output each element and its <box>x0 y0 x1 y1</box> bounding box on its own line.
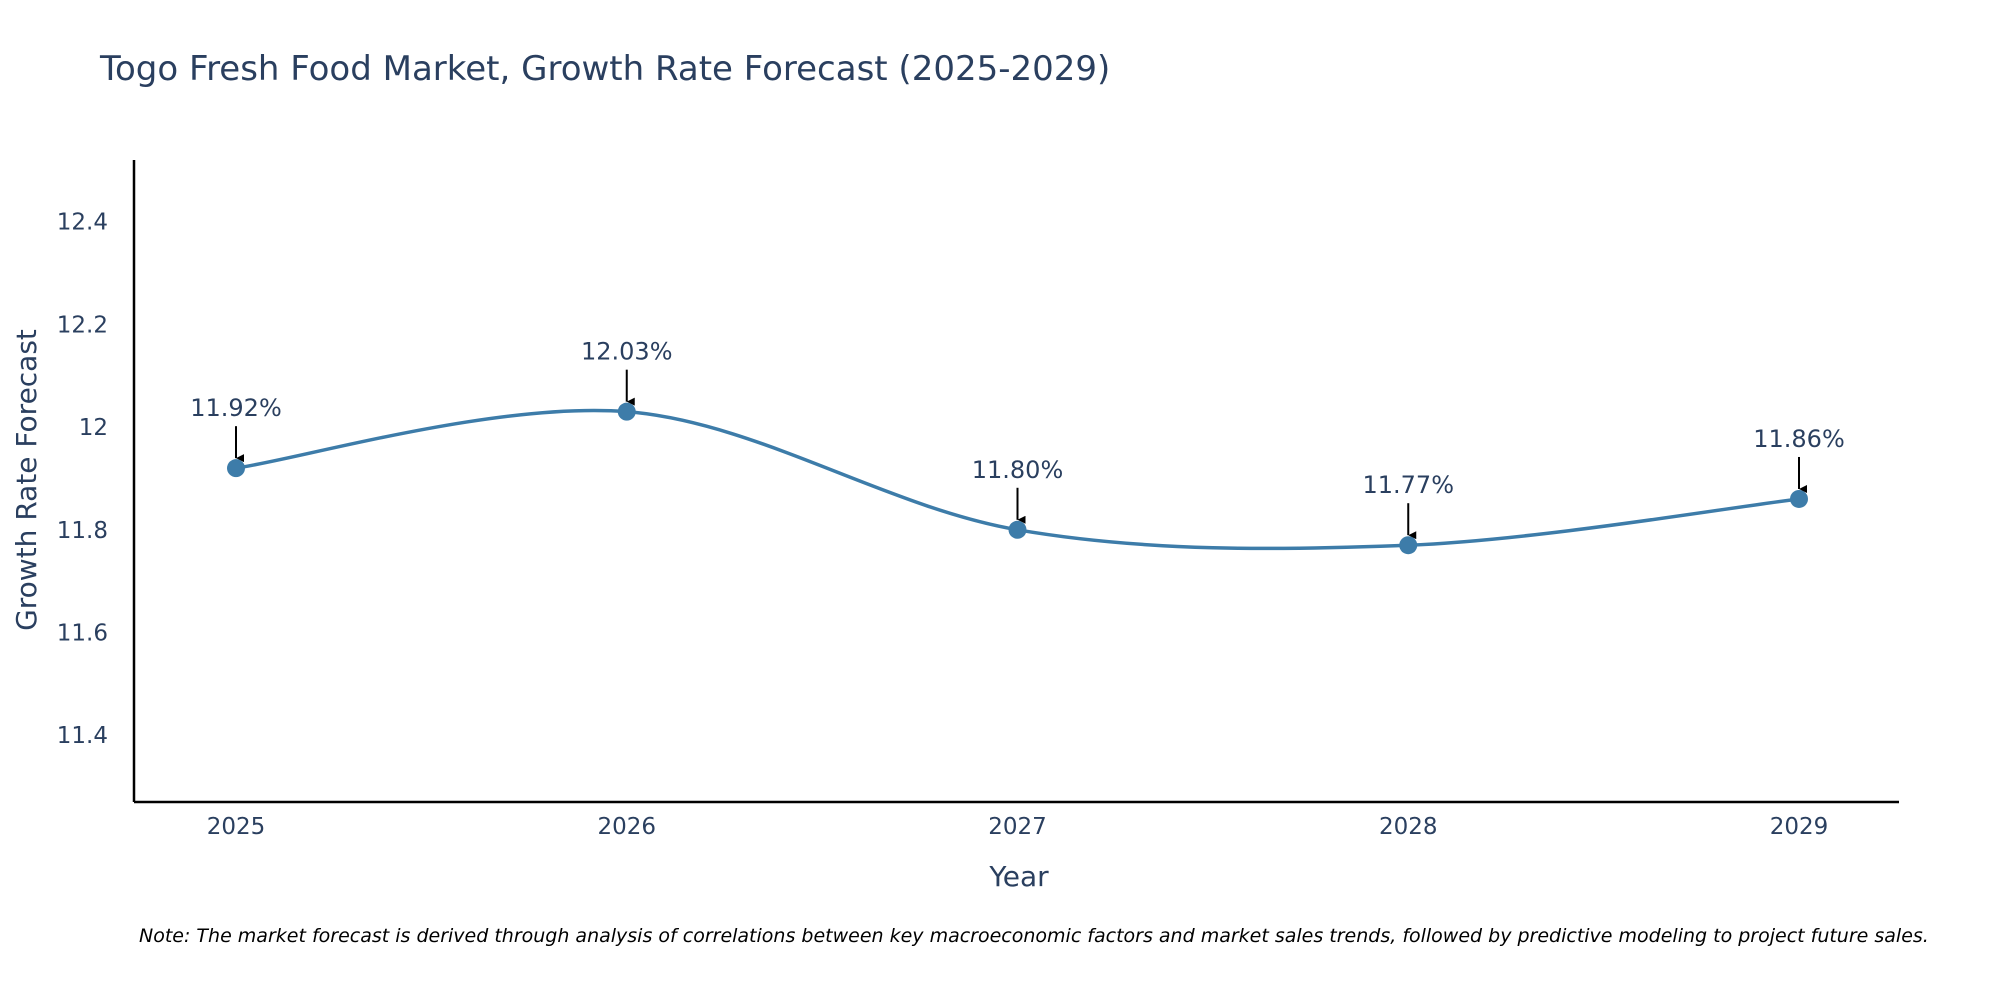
y-tick-label: 12.4 <box>57 210 108 236</box>
data-point[interactable] <box>617 402 636 421</box>
y-tick-labels: 11.4 11.6 11.8 12 12.2 12.4 <box>57 210 108 750</box>
data-label: 11.77% <box>1362 471 1454 499</box>
y-tick-label: 12 <box>79 415 108 441</box>
x-tick-label: 2028 <box>1379 814 1438 840</box>
data-label: 11.86% <box>1753 425 1845 453</box>
x-tick-label: 2026 <box>597 814 656 840</box>
y-tick-label: 11.4 <box>57 723 108 749</box>
data-point[interactable] <box>227 459 245 478</box>
data-point[interactable] <box>1008 520 1027 539</box>
data-point[interactable] <box>1790 489 1808 508</box>
x-tick-label: 2029 <box>1770 814 1829 840</box>
chart-title: Togo Fresh Food Market, Growth Rate Fore… <box>99 49 1110 89</box>
x-tick-labels: 2025 2026 2027 2028 2029 <box>207 814 1829 840</box>
data-label: 11.92% <box>190 394 282 422</box>
y-tick-label: 11.6 <box>57 621 108 647</box>
footnote: Note: The market forecast is derived thr… <box>139 925 1929 947</box>
x-axis-title: Year <box>988 860 1049 893</box>
data-label: 11.80% <box>972 456 1064 484</box>
y-axis-title: Growth Rate Forecast <box>10 329 43 631</box>
y-tick-label: 12.2 <box>57 312 108 338</box>
plot-area: 11.92% 12.03% 11.80% 11.77% 11.86% <box>190 338 1845 555</box>
x-tick-label: 2025 <box>207 814 266 840</box>
x-tick-label: 2027 <box>988 814 1047 840</box>
data-label: 12.03% <box>581 338 673 366</box>
data-point[interactable] <box>1399 536 1418 555</box>
y-tick-label: 11.8 <box>57 518 108 544</box>
